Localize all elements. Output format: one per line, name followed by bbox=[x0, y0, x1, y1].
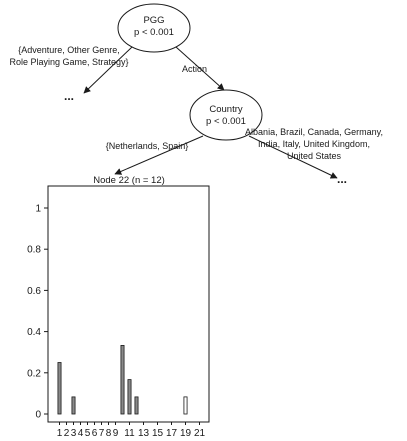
country-node-ellipse bbox=[189, 89, 263, 141]
x-tick-label: 13 bbox=[138, 428, 150, 439]
root-left-edge-label-line-2: Role Playing Game, Strategy} bbox=[9, 57, 128, 67]
root-node-ellipse bbox=[117, 3, 191, 53]
root-right-edge-label: Action bbox=[182, 64, 207, 74]
country-left-edge-label: {Netherlands, Spain} bbox=[106, 141, 189, 151]
country-right-edge-label-line-3: United States bbox=[287, 151, 342, 161]
y-tick-label: 0 bbox=[35, 410, 41, 421]
x-tick-label: 2 bbox=[64, 428, 70, 439]
country-node-pvalue: p < 0.001 bbox=[206, 116, 246, 127]
root-right-edge bbox=[175, 46, 225, 91]
y-tick-label: 1 bbox=[35, 204, 41, 215]
root-node: PGG p < 0.001 bbox=[117, 3, 191, 53]
country-node-variable: Country bbox=[209, 104, 243, 115]
x-axis: 1 2 3 4 5 6 7 8 9 11 13 15 17 19 21 bbox=[57, 422, 206, 439]
country-right-edge-label-line-2: India, Italy, United Kingdom, bbox=[258, 139, 370, 149]
x-tick-label: 8 bbox=[106, 428, 112, 439]
bar-category-3 bbox=[71, 396, 76, 415]
root-left-edge bbox=[83, 46, 133, 94]
bar-category-1 bbox=[57, 362, 62, 415]
bars bbox=[57, 345, 188, 415]
x-tick-label: 7 bbox=[99, 428, 105, 439]
x-tick-label: 5 bbox=[85, 428, 91, 439]
chart-frame bbox=[47, 185, 210, 423]
right-truncated-subtree: ... bbox=[337, 172, 347, 186]
y-tick-label: 0.6 bbox=[27, 286, 41, 297]
bar-category-11 bbox=[127, 379, 132, 415]
x-tick-label: 1 bbox=[57, 428, 63, 439]
y-tick-label: 0.4 bbox=[27, 327, 41, 338]
y-tick-label: 0.2 bbox=[27, 368, 41, 379]
country-right-edge-label-line-1: Albania, Brazil, Canada, Germany, bbox=[245, 127, 383, 137]
x-tick-label: 6 bbox=[92, 428, 98, 439]
x-tick-label: 15 bbox=[152, 428, 164, 439]
y-tick-label: 0.8 bbox=[27, 245, 41, 256]
bar-category-10 bbox=[120, 345, 125, 415]
x-tick-label: 11 bbox=[124, 428, 135, 439]
root-node-variable: PGG bbox=[143, 15, 164, 26]
x-tick-label: 4 bbox=[78, 428, 84, 439]
country-node: Country p < 0.001 bbox=[189, 89, 263, 141]
terminal-node-title: Node 22 (n = 12) bbox=[93, 175, 165, 186]
left-truncated-subtree: ... bbox=[64, 89, 74, 103]
country-left-edge bbox=[114, 135, 204, 175]
x-tick-label: 21 bbox=[194, 428, 206, 439]
country-right-edge bbox=[248, 135, 338, 179]
root-left-edge-label-line-1: {Adventure, Other Genre, bbox=[18, 45, 120, 55]
x-tick-label: 19 bbox=[180, 428, 192, 439]
x-tick-label: 9 bbox=[113, 428, 119, 439]
x-tick-label: 3 bbox=[71, 428, 77, 439]
bar-category-12 bbox=[134, 396, 139, 415]
x-tick-label: 17 bbox=[166, 428, 178, 439]
root-node-pvalue: p < 0.001 bbox=[134, 27, 174, 38]
bar-category-19 bbox=[183, 396, 188, 415]
y-axis: 0 0.2 0.4 0.6 0.8 1 bbox=[27, 204, 48, 421]
